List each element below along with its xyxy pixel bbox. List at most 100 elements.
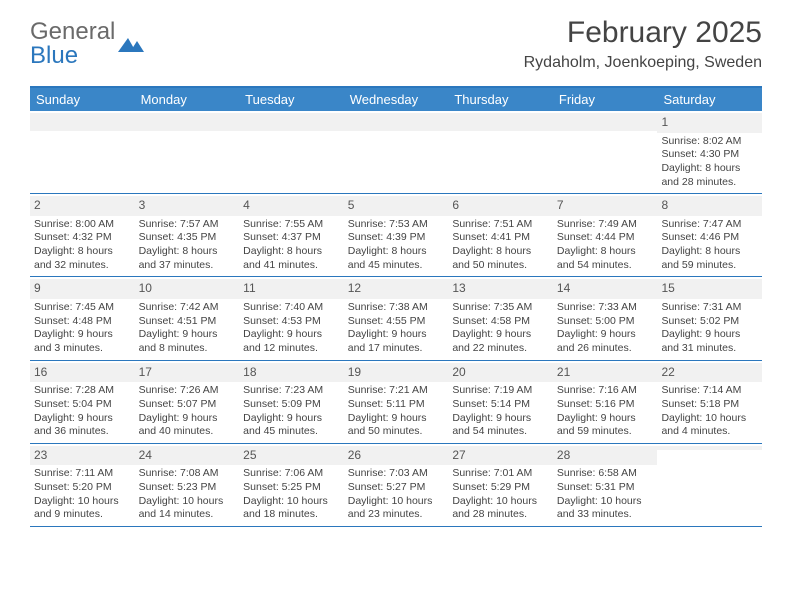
day-number-band [344,113,449,131]
day-info-line: Sunset: 5:25 PM [243,481,340,495]
location-text: Rydaholm, Joenkoeping, Sweden [524,54,762,72]
day-info-line: Sunrise: 7:38 AM [348,301,445,315]
day-cell: 19Sunrise: 7:21 AMSunset: 5:11 PMDayligh… [344,361,449,443]
day-cell [448,111,553,193]
day-info-line: and 45 minutes. [348,259,445,273]
day-info: Sunrise: 8:00 AMSunset: 4:32 PMDaylight:… [34,218,131,273]
day-number: 11 [243,281,255,295]
day-number: 17 [139,365,152,379]
weeks-container: 1Sunrise: 8:02 AMSunset: 4:30 PMDaylight… [30,111,762,527]
day-info: Sunrise: 7:08 AMSunset: 5:23 PMDaylight:… [139,467,236,522]
day-info-line: Sunrise: 7:08 AM [139,467,236,481]
day-info-line: Sunrise: 7:23 AM [243,384,340,398]
day-info-line: and 40 minutes. [139,425,236,439]
month-title: February 2025 [524,16,762,50]
day-cell: 9Sunrise: 7:45 AMSunset: 4:48 PMDaylight… [30,277,135,359]
day-cell [344,111,449,193]
day-info-line: Sunrise: 7:14 AM [661,384,758,398]
day-info-line: Sunrise: 7:26 AM [139,384,236,398]
day-info-line: Daylight: 10 hours [34,495,131,509]
day-cell: 26Sunrise: 7:03 AMSunset: 5:27 PMDayligh… [344,444,449,526]
day-cell: 15Sunrise: 7:31 AMSunset: 5:02 PMDayligh… [657,277,762,359]
day-info-line: Sunset: 5:29 PM [452,481,549,495]
day-info-line: Sunset: 4:46 PM [661,231,758,245]
day-info-line: Sunrise: 7:31 AM [661,301,758,315]
day-cell: 20Sunrise: 7:19 AMSunset: 5:14 PMDayligh… [448,361,553,443]
day-info: Sunrise: 7:51 AMSunset: 4:41 PMDaylight:… [452,218,549,273]
day-number: 2 [34,198,41,212]
day-info-line: Sunrise: 7:57 AM [139,218,236,232]
day-info-line: and 26 minutes. [557,342,654,356]
day-info-line: Sunset: 5:11 PM [348,398,445,412]
day-info-line: Sunrise: 7:51 AM [452,218,549,232]
day-number: 20 [452,365,465,379]
day-cell: 7Sunrise: 7:49 AMSunset: 4:44 PMDaylight… [553,194,658,276]
day-info-line: and 37 minutes. [139,259,236,273]
day-info-line: Sunrise: 8:00 AM [34,218,131,232]
day-info-line: Sunset: 5:09 PM [243,398,340,412]
day-info: Sunrise: 7:45 AMSunset: 4:48 PMDaylight:… [34,301,131,356]
day-number-band: 15 [657,279,762,299]
brand-mark-icon [118,32,146,56]
day-info-line: Daylight: 9 hours [139,412,236,426]
day-number-band: 28 [553,446,658,466]
day-info-line: Daylight: 9 hours [243,328,340,342]
day-number-band: 4 [239,196,344,216]
day-cell: 21Sunrise: 7:16 AMSunset: 5:16 PMDayligh… [553,361,658,443]
day-info-line: Daylight: 10 hours [348,495,445,509]
day-number-band [657,446,762,450]
day-number-band: 14 [553,279,658,299]
day-cell [553,111,658,193]
day-cell: 8Sunrise: 7:47 AMSunset: 4:46 PMDaylight… [657,194,762,276]
brand-logo: General Blue [30,20,146,68]
day-info-line: Sunrise: 7:28 AM [34,384,131,398]
day-number: 27 [452,448,465,462]
day-number-band: 6 [448,196,553,216]
day-info-line: and 28 minutes. [661,176,758,190]
calendar: Sunday Monday Tuesday Wednesday Thursday… [30,86,762,527]
day-info-line: and 33 minutes. [557,508,654,522]
week-row: 2 Sunrise: 8:00 AMSunset: 4:32 PMDaylight… [30,194,762,277]
day-info: Sunrise: 7:47 AMSunset: 4:46 PMDaylight:… [661,218,758,273]
day-number-band: 7 [553,196,658,216]
day-info: Sunrise: 7:38 AMSunset: 4:55 PMDaylight:… [348,301,445,356]
day-cell: 6Sunrise: 7:51 AMSunset: 4:41 PMDaylight… [448,194,553,276]
day-number: 13 [452,281,465,295]
day-number-band: 11 [239,279,344,299]
day-number: 3 [139,198,146,212]
day-info-line: Daylight: 9 hours [243,412,340,426]
weekday-header: Tuesday [239,88,344,111]
day-number: 12 [348,281,361,295]
week-row: 23Sunrise: 7:11 AMSunset: 5:20 PMDayligh… [30,444,762,527]
day-info-line: Sunset: 4:32 PM [34,231,131,245]
day-number-band: 19 [344,363,449,383]
day-cell: 14Sunrise: 7:33 AMSunset: 5:00 PMDayligh… [553,277,658,359]
weekday-header: Saturday [657,88,762,111]
day-cell: 1Sunrise: 8:02 AMSunset: 4:30 PMDaylight… [657,111,762,193]
day-number-band [553,113,658,131]
day-number-band: 3 [135,196,240,216]
day-info-line: Sunset: 4:39 PM [348,231,445,245]
day-info-line: Sunrise: 7:47 AM [661,218,758,232]
day-info-line: Sunset: 4:53 PM [243,315,340,329]
day-number-band: 10 [135,279,240,299]
day-info-line: Sunset: 4:48 PM [34,315,131,329]
header: General Blue February 2025 Rydaholm, Joe… [0,0,792,78]
day-cell [135,111,240,193]
brand-gray: General [30,18,115,45]
day-info-line: Sunset: 5:14 PM [452,398,549,412]
day-number: 18 [243,365,256,379]
day-info-line: Daylight: 10 hours [139,495,236,509]
day-info-line: Sunset: 4:51 PM [139,315,236,329]
day-info: Sunrise: 7:35 AMSunset: 4:58 PMDaylight:… [452,301,549,356]
day-number-band: 1 [657,113,762,133]
day-info-line: Sunset: 5:04 PM [34,398,131,412]
day-number-band: 2 [30,196,135,216]
day-number: 26 [348,448,361,462]
day-number: 19 [348,365,361,379]
day-info-line: Sunrise: 7:01 AM [452,467,549,481]
day-info-line: Sunrise: 7:19 AM [452,384,549,398]
day-info-line: Sunset: 5:16 PM [557,398,654,412]
day-number: 7 [557,198,564,212]
day-info: Sunrise: 7:53 AMSunset: 4:39 PMDaylight:… [348,218,445,273]
